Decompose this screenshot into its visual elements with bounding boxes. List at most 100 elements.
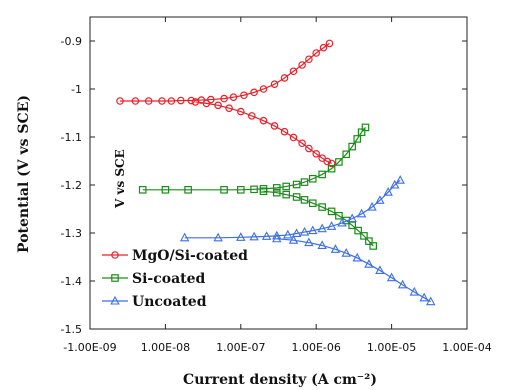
data-point [289, 133, 298, 142]
y-tick-label: -1.1 [61, 131, 82, 144]
data-point [259, 116, 268, 125]
data-point [409, 286, 420, 296]
data-point [317, 223, 327, 233]
data-point [240, 91, 248, 100]
data-point [327, 159, 336, 168]
y-axis-title: Potential (V vs SCE) [16, 95, 32, 253]
data-point [308, 225, 318, 235]
series-line [184, 179, 401, 239]
legend-label: MgO/Si-coated [132, 248, 248, 264]
data-point [280, 127, 289, 136]
data-point [383, 187, 393, 196]
data-point [191, 98, 200, 106]
data-point [305, 55, 313, 64]
data-point [299, 226, 310, 236]
data-point [282, 190, 290, 199]
data-point [318, 170, 326, 179]
data-point [356, 208, 367, 218]
data-point [419, 292, 429, 302]
data-point [116, 97, 124, 105]
data-point [206, 95, 215, 104]
data-point [312, 49, 321, 57]
data-point [326, 221, 337, 230]
data-point [270, 122, 279, 130]
data-point [335, 158, 343, 166]
data-point [282, 182, 290, 191]
data-point [395, 175, 405, 184]
data-point [361, 123, 370, 132]
legend-marker [110, 295, 120, 305]
data-point [202, 99, 211, 108]
data-point [365, 237, 373, 245]
data-point [325, 39, 334, 48]
data-point [259, 85, 268, 93]
data-point [176, 96, 185, 105]
data-point [288, 235, 299, 244]
data-point [213, 232, 223, 242]
data-point [341, 248, 351, 257]
data-point [236, 232, 246, 241]
series-line [142, 127, 366, 191]
data-point [187, 96, 196, 105]
y-tick-label: -1 [71, 83, 82, 96]
data-point [158, 97, 166, 105]
data-point [179, 232, 190, 242]
x-tick-label: 1.00E-07 [216, 341, 265, 354]
data-point [317, 240, 327, 250]
data-point [283, 229, 293, 239]
data-point [270, 80, 279, 89]
data-point [304, 237, 314, 247]
series-layer [116, 39, 436, 306]
x-axis-title: Current density (A cm⁻²) [183, 372, 377, 388]
data-point [323, 157, 332, 166]
data-point [292, 193, 301, 201]
data-point [369, 242, 377, 250]
x-tick-label: 1.00E-05 [367, 341, 416, 354]
data-point [318, 203, 326, 211]
data-point [367, 201, 377, 211]
data-point [397, 279, 408, 289]
data-point [353, 135, 362, 143]
series-line [120, 42, 330, 102]
data-point [348, 142, 356, 151]
data-point [360, 232, 368, 240]
data-point [161, 186, 170, 194]
data-point [375, 265, 385, 274]
series-mgo-si-coated [116, 39, 336, 168]
data-point [220, 94, 228, 103]
data-point [138, 186, 147, 194]
data-point [272, 233, 282, 243]
data-point [237, 186, 245, 194]
data-point [354, 226, 362, 235]
data-point [357, 128, 366, 137]
legend: MgO/Si-coated Si-coated Uncoated [102, 248, 248, 310]
data-point [250, 185, 258, 194]
series-line [276, 238, 431, 303]
x-axis: -1.00E-09 1.00E-08 1.00E-07 1.00E-06 1.00E-0… [63, 17, 492, 354]
data-point [131, 97, 140, 105]
y-tick-label: -1.5 [61, 323, 82, 336]
data-point [237, 107, 245, 116]
x-tick-label: 1.00E-08 [141, 341, 190, 354]
data-point [347, 213, 357, 223]
data-point [308, 174, 317, 183]
x-tick-label: 1.00E-04 [442, 341, 491, 354]
data-point [261, 231, 272, 240]
annotation-v-vs-sce: V vs SCE [113, 149, 127, 209]
data-point [292, 180, 301, 189]
y-tick-label: -1.3 [61, 227, 82, 240]
data-point [364, 259, 374, 268]
plot-frame [89, 16, 468, 330]
data-point [298, 139, 306, 148]
data-point [308, 199, 317, 208]
y-tick-label: -1.2 [61, 179, 82, 192]
data-point [272, 188, 281, 197]
y-tick-label: -0.9 [61, 35, 82, 48]
legend-marker [111, 251, 119, 259]
x-tick-label: 1.00E-06 [291, 341, 340, 354]
legend-marker [111, 274, 119, 282]
data-point [220, 186, 228, 194]
data-point [327, 164, 336, 173]
data-point [167, 97, 176, 105]
